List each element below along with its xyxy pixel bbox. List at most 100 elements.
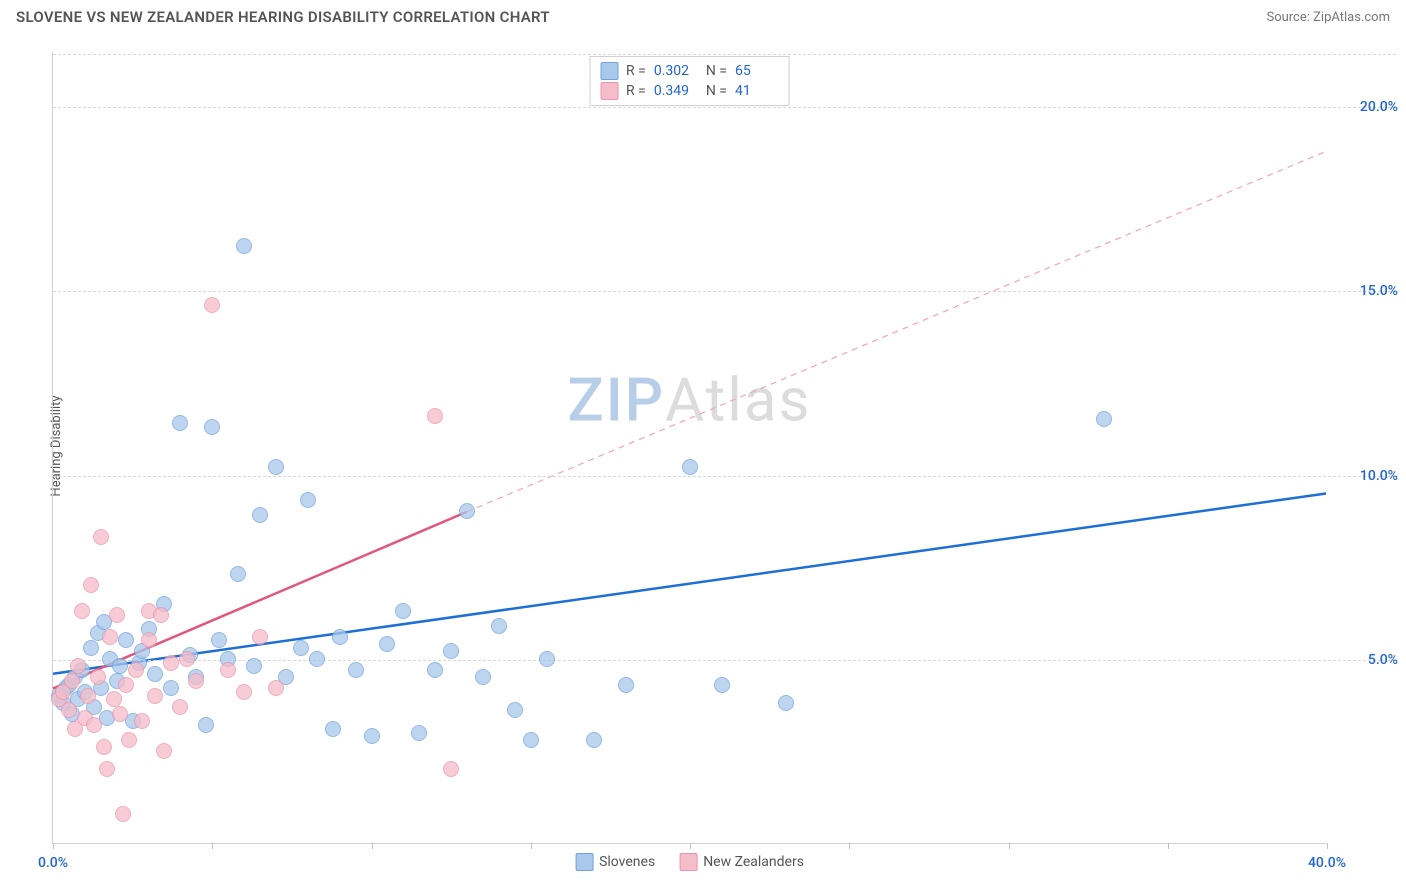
data-point-slovenes [714,677,730,693]
trendline-slovenes [53,493,1326,673]
data-point-new_zealanders [70,658,86,674]
x-tick [212,843,213,849]
series-legend-item-new_zealanders: New Zealanders [679,853,804,871]
data-point-slovenes [395,603,411,619]
x-tick [690,843,691,849]
watermark: ZIPAtlas [568,365,812,436]
series-legend-label: New Zealanders [703,854,804,870]
data-point-slovenes [300,492,316,508]
data-point-new_zealanders [427,408,443,424]
data-point-slovenes [379,636,395,652]
data-point-new_zealanders [99,761,115,777]
trendline-ext-new_zealanders [467,151,1326,512]
data-point-new_zealanders [179,651,195,667]
data-point-new_zealanders [83,577,99,593]
data-point-slovenes [491,618,507,634]
data-point-slovenes [118,632,134,648]
data-point-new_zealanders [61,702,77,718]
data-point-new_zealanders [115,806,131,822]
data-point-new_zealanders [128,662,144,678]
data-point-new_zealanders [268,680,284,696]
legend-swatch [600,82,618,100]
data-point-new_zealanders [153,607,169,623]
gridline-h [53,291,1396,292]
data-point-slovenes [236,238,252,254]
data-point-slovenes [364,728,380,744]
stats-legend: R =0.302N =65R =0.349N =41 [589,56,790,106]
data-point-new_zealanders [96,739,112,755]
data-point-new_zealanders [443,761,459,777]
y-tick-label: 15.0% [1338,283,1398,299]
data-point-slovenes [246,658,262,674]
data-point-slovenes [778,695,794,711]
data-point-slovenes [252,507,268,523]
data-point-slovenes [427,662,443,678]
data-point-slovenes [163,680,179,696]
y-tick-label: 20.0% [1338,99,1398,115]
data-point-slovenes [309,651,325,667]
data-point-new_zealanders [141,632,157,648]
data-point-slovenes [112,658,128,674]
data-point-slovenes [348,662,364,678]
x-tick [1168,843,1169,849]
data-point-new_zealanders [252,629,268,645]
data-point-new_zealanders [112,706,128,722]
x-tick [1327,843,1328,849]
gridline-h [53,54,1396,55]
data-point-slovenes [523,732,539,748]
data-point-slovenes [682,459,698,475]
legend-swatch [600,62,618,80]
data-point-slovenes [325,721,341,737]
data-point-new_zealanders [147,688,163,704]
data-point-new_zealanders [86,717,102,733]
data-point-slovenes [230,566,246,582]
series-legend-item-slovenes: Slovenes [575,853,655,871]
data-point-new_zealanders [64,673,80,689]
data-point-slovenes [618,677,634,693]
x-tick-label: 40.0% [1308,855,1346,871]
data-point-new_zealanders [102,629,118,645]
data-point-slovenes [268,459,284,475]
legend-swatch [679,853,697,871]
x-tick [531,843,532,849]
data-point-new_zealanders [109,607,125,623]
source-attribution: Source: ZipAtlas.com [1266,10,1390,25]
data-point-slovenes [204,419,220,435]
x-tick [53,843,54,849]
data-point-slovenes [539,651,555,667]
gridline-h [53,476,1396,477]
data-point-slovenes [443,643,459,659]
data-point-new_zealanders [163,655,179,671]
gridline-h [53,107,1396,108]
data-point-slovenes [198,717,214,733]
data-point-new_zealanders [80,688,96,704]
legend-swatch [575,853,593,871]
data-point-slovenes [147,666,163,682]
data-point-new_zealanders [172,699,188,715]
data-point-slovenes [586,732,602,748]
x-tick [849,843,850,849]
stats-legend-row-new_zealanders: R =0.349N =41 [600,81,779,101]
scatter-chart: ZIPAtlas R =0.302N =65R =0.349N =41 Slov… [52,52,1326,844]
data-point-slovenes [1096,411,1112,427]
chart-title: SLOVENE VS NEW ZEALANDER HEARING DISABIL… [16,8,550,26]
x-tick [372,843,373,849]
data-point-new_zealanders [236,684,252,700]
data-point-slovenes [172,415,188,431]
data-point-new_zealanders [90,669,106,685]
x-tick [1009,843,1010,849]
data-point-slovenes [83,640,99,656]
data-point-slovenes [293,640,309,656]
data-point-new_zealanders [204,297,220,313]
y-tick-label: 5.0% [1338,652,1398,668]
x-tick-label: 0.0% [38,855,68,871]
data-point-new_zealanders [156,743,172,759]
series-legend-label: Slovenes [599,854,655,870]
data-point-new_zealanders [106,691,122,707]
stats-legend-row-slovenes: R =0.302N =65 [600,61,779,81]
y-tick-label: 10.0% [1338,468,1398,484]
data-point-slovenes [211,632,227,648]
data-point-new_zealanders [220,662,236,678]
data-point-slovenes [507,702,523,718]
data-point-slovenes [332,629,348,645]
